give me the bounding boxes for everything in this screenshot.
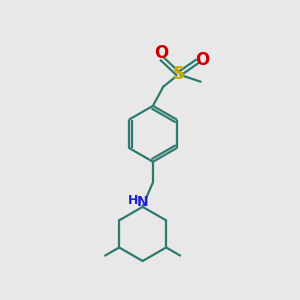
Text: S: S — [172, 65, 184, 83]
Text: N: N — [137, 194, 148, 208]
Text: O: O — [196, 51, 210, 69]
Text: H: H — [128, 194, 138, 207]
Text: O: O — [154, 44, 169, 62]
